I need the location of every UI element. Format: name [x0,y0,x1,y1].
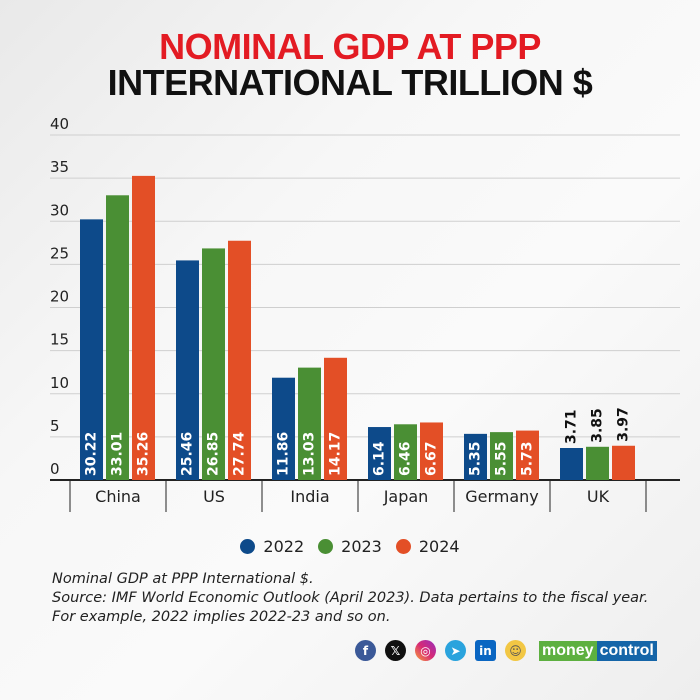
category-label: US [203,487,225,506]
bar-germany-2023 [490,432,513,480]
bar-us-2022 [176,260,199,480]
data-label: 35.26 [136,432,152,476]
category-label: China [95,487,141,506]
legend-label: 2024 [418,537,460,556]
footnote-line: Nominal GDP at PPP International $. [52,571,314,587]
footnote: Nominal GDP at PPP International $. Sour… [52,570,648,627]
data-label: 6.67 [424,441,440,476]
bar-china-2022 [80,219,103,481]
data-label: 5.35 [468,441,484,476]
bar-india-2024 [324,357,347,480]
linkedin-icon[interactable]: in [475,640,496,661]
category-label: Germany [465,487,539,506]
category-label: Japan [383,487,429,506]
data-label: 26.85 [206,432,222,476]
data-label: 5.73 [520,441,536,476]
y-tick-label: 0 [50,460,60,478]
data-label: 33.01 [110,432,126,476]
bar-japan-2022 [368,427,391,480]
bar-china-2024 [132,175,155,480]
y-tick-label: 10 [50,374,69,392]
bar-japan-2023 [394,424,417,480]
koo-icon[interactable]: ☺ [505,640,526,661]
legend-item-2023: 2023 [318,537,382,556]
source-line: Source: IMF World Economic Outlook (Apri… [52,590,649,606]
legend-label: 2022 [263,537,305,556]
category-label: UK [587,487,610,506]
data-label: 5.55 [494,441,510,476]
bar-india-2022 [272,377,295,480]
data-label: 6.14 [372,441,388,476]
bar-japan-2024 [420,422,443,480]
data-label: 30.22 [84,432,100,476]
legend-dot [240,539,256,554]
y-tick-label: 20 [50,288,69,306]
bar-germany-2024 [516,430,539,480]
bar-uk-2022 [560,448,583,480]
telegram-icon[interactable]: ➤ [445,640,466,661]
bar-uk-2024 [612,445,635,480]
bar-india-2023 [298,367,321,480]
data-label: 3.71 [564,409,580,444]
logo-part: control [596,640,657,661]
data-label: 11.86 [276,432,292,476]
title-line-2: INTERNATIONAL TRILLION $ [107,62,593,103]
bar-us-2024 [228,240,251,480]
facebook-icon[interactable]: f [355,640,376,661]
data-label: 3.85 [590,408,606,443]
bar-china-2023 [106,195,129,480]
legend-label: 2023 [341,537,382,556]
data-label: 3.97 [616,407,632,442]
data-label: 14.17 [328,432,344,476]
legend-item-2024: 2024 [395,537,460,556]
legend: 2022 2023 2024 [0,537,700,556]
legend-item-2022: 2022 [240,537,304,556]
legend-dot [395,539,411,554]
footnote-line: For example, 2022 implies 2022-23 and so… [52,609,391,625]
logo-part: money [539,640,597,661]
data-label: 13.03 [302,432,318,476]
data-label: 6.46 [398,441,414,476]
y-tick-label: 15 [50,331,69,349]
y-tick-label: 35 [50,158,69,176]
y-tick-label: 30 [50,201,69,219]
data-label: 27.74 [232,431,248,476]
data-label: 25.46 [180,432,196,476]
social-links: f 𝕏 ◎ ➤ in ☺ money control [355,640,657,661]
x-icon[interactable]: 𝕏 [385,640,406,661]
bar-uk-2023 [586,446,609,480]
y-tick-label: 5 [50,417,60,435]
bar-germany-2022 [464,433,487,480]
legend-dot [318,539,334,554]
instagram-icon[interactable]: ◎ [415,640,436,661]
y-tick-label: 40 [50,115,69,133]
title-line-1: NOMINAL GDP AT PPP [159,26,541,67]
moneycontrol-logo: money control [539,640,657,661]
y-tick-label: 25 [50,244,69,262]
category-label: India [290,487,329,506]
bar-us-2023 [202,248,225,480]
